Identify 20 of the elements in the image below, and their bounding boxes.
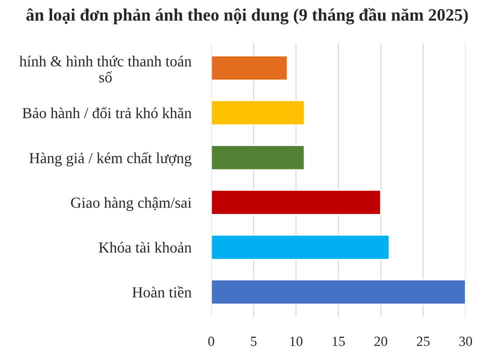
chart-title: ân loại đơn phản ánh theo nội dung (9 tháng đầu năm 2025) — [26, 8, 468, 24]
bar — [211, 279, 466, 306]
y-tick-label: Bảo hành / đổi trả khó khăn — [22, 107, 192, 118]
y-tick-label: hính & hình thức thanh toán số — [19, 56, 192, 82]
x-tick-label: 25 — [416, 336, 430, 346]
x-tick-label: 5 — [250, 336, 257, 346]
bar — [211, 144, 306, 171]
bar — [211, 54, 288, 81]
x-tick-label: 0 — [208, 336, 214, 346]
x-tick-label: 15 — [332, 336, 345, 346]
y-tick-label: Giao hàng chậm/sai — [71, 197, 192, 212]
x-tick-label: 20 — [374, 336, 388, 346]
bar — [211, 234, 390, 260]
bar — [211, 100, 306, 126]
x-tick-label: 30 — [459, 336, 472, 346]
bar — [211, 189, 382, 216]
y-tick-label: Hoàn tiền — [132, 286, 192, 298]
y-tick-label: Khóa tài khoản — [98, 242, 192, 253]
y-tick-label: Hàng giả / kém chất lượng — [29, 152, 192, 166]
x-tick-label: 10 — [290, 336, 302, 346]
